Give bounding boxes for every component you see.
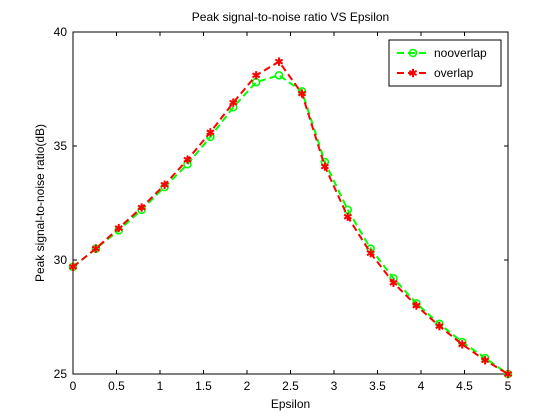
- x-tick-label: 3.5: [369, 379, 386, 393]
- data-point-overlap: [206, 128, 215, 137]
- x-tick-label: 2.5: [282, 379, 299, 393]
- legend-item-overlap: overlap: [397, 66, 474, 80]
- data-point-overlap: [343, 212, 352, 221]
- data-point-overlap: [251, 71, 261, 80]
- y-axis: 25 30 35 40: [54, 25, 508, 381]
- series-line-overlap: [72, 60, 509, 375]
- data-point-overlap: [114, 223, 123, 233]
- data-point-overlap: [297, 89, 307, 98]
- y-tick-label: 25: [54, 367, 68, 381]
- x-tick-label: 1: [157, 379, 164, 393]
- legend-marker: [408, 48, 418, 58]
- plot-area: [72, 31, 509, 375]
- data-point-overlap: [68, 262, 78, 272]
- legend-label: overlap: [434, 66, 474, 80]
- data-point-overlap: [91, 244, 101, 253]
- data-point-overlap: [435, 321, 444, 331]
- series-overlap: [68, 57, 513, 379]
- x-tick-label: 3: [331, 379, 338, 393]
- series-layer: [68, 57, 513, 379]
- data-point-nooverlap: [274, 71, 284, 80]
- legend-box: [388, 39, 502, 87]
- data-point-overlap: [320, 162, 330, 171]
- data-point-overlap: [229, 98, 238, 107]
- data-point-overlap: [137, 203, 146, 212]
- x-tick-label: 0.5: [108, 379, 125, 393]
- x-tick-label: 5: [505, 379, 512, 393]
- data-point-overlap: [160, 180, 169, 189]
- y-tick-label: 30: [54, 253, 68, 267]
- data-point-overlap: [366, 248, 375, 258]
- data-point-overlap: [458, 340, 467, 349]
- data-point-overlap: [412, 301, 421, 310]
- chart-title: Peak signal-to-noise ratio VS Epsilon: [192, 10, 389, 24]
- x-tick-label: 4.5: [456, 379, 473, 393]
- x-tick-label: 2: [244, 379, 251, 393]
- x-tick-label: 0: [70, 379, 77, 393]
- y-tick-label: 40: [54, 25, 68, 39]
- y-axis-title: Peak signal-to-noise ratio(dB): [33, 124, 47, 282]
- x-tick-label: 1.5: [195, 379, 212, 393]
- data-point-overlap: [274, 57, 284, 66]
- legend: nooverlap overlap: [388, 39, 502, 87]
- data-point-overlap: [480, 356, 490, 365]
- legend-label: nooverlap: [434, 46, 487, 60]
- x-axis: 0 0.5 1 1.5 2 2.5 3 3.5 4 4.5 5: [70, 32, 512, 393]
- legend-marker: [408, 68, 418, 78]
- x-axis-title: Epsilon: [271, 397, 310, 411]
- data-point-overlap: [389, 278, 398, 287]
- data-point-overlap: [183, 155, 192, 164]
- data-point-overlap: [503, 369, 513, 379]
- y-tick-label: 35: [54, 139, 68, 153]
- x-tick-label: 4: [418, 379, 425, 393]
- legend-item-nooverlap: nooverlap: [397, 46, 487, 60]
